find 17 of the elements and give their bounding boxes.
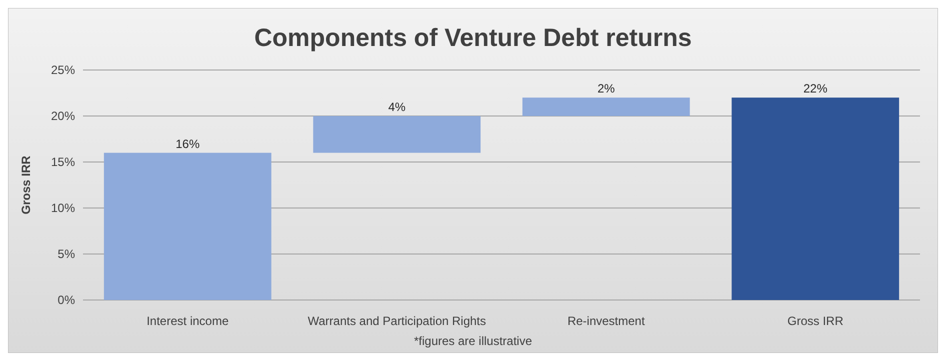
text: *figures are illustrative: [414, 334, 532, 348]
x-tick-label: Interest income: [146, 314, 229, 328]
x-tick-label: Re-investment: [567, 314, 646, 328]
chart-title: Components of Venture Debt returns: [254, 24, 692, 52]
x-tick-label: Warrants and Participation Rights: [308, 314, 486, 328]
y-tick-label: 20%: [50, 109, 76, 124]
y-tick-label: 25%: [50, 63, 76, 78]
data-label: 4%: [388, 100, 406, 114]
data-label: 2%: [597, 82, 616, 96]
y-tick-label: 10%: [50, 201, 76, 216]
y-axis-title: Gross IRR: [19, 155, 33, 214]
data-label: 16%: [176, 136, 200, 151]
y-tick-label: 15%: [50, 155, 76, 170]
data-label: 22%: [803, 82, 828, 96]
x-tick-label: Gross IRR: [787, 314, 844, 328]
y-tick-label: 5%: [58, 247, 76, 262]
y-tick-label: 0%: [58, 293, 76, 308]
